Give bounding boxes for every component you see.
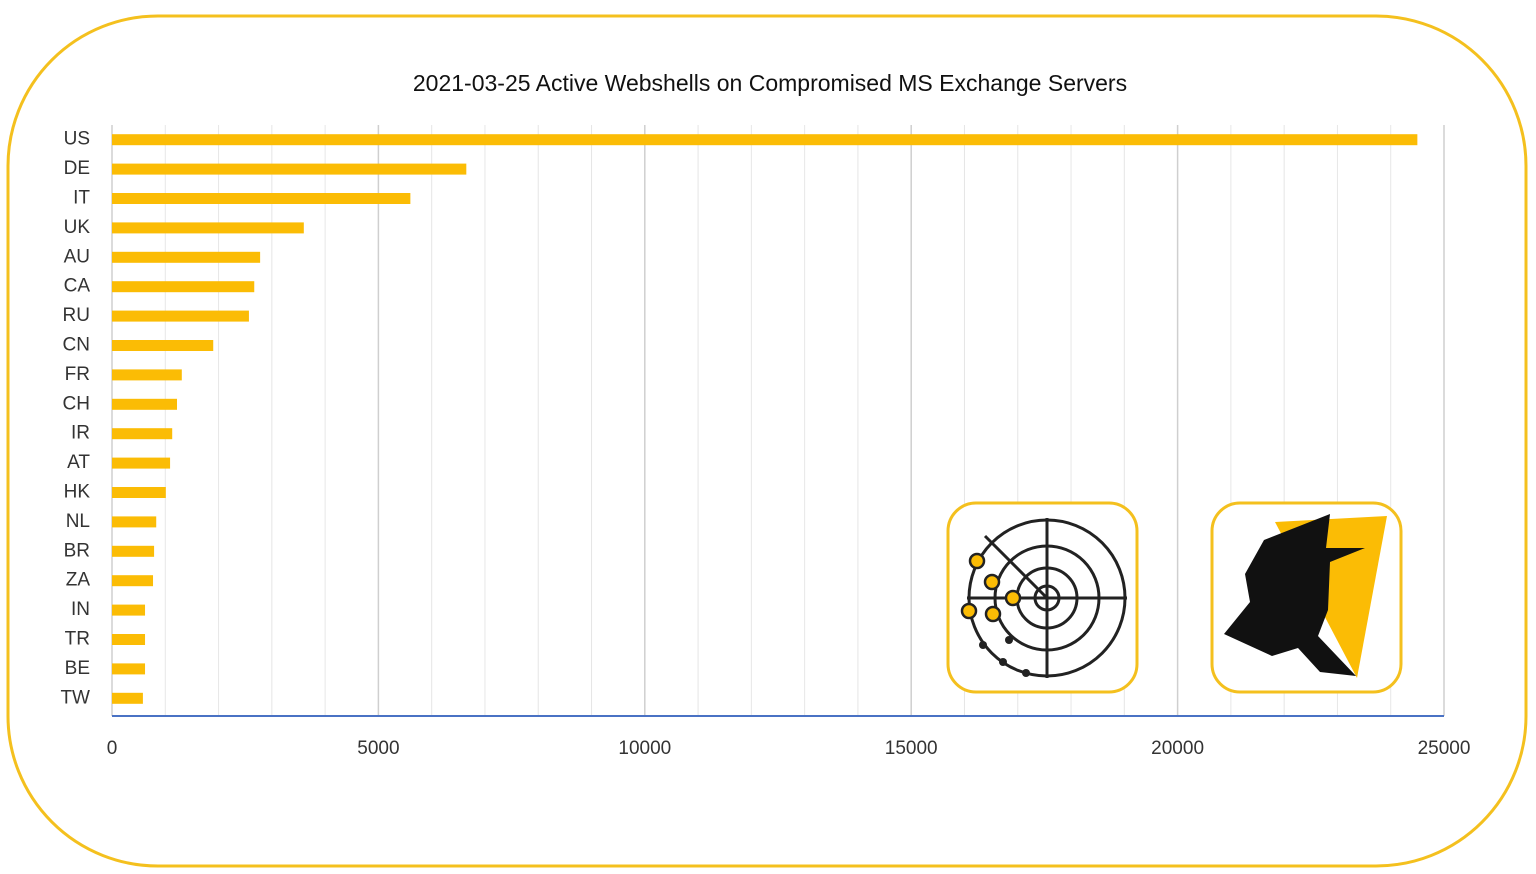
y-tick-label: DE [64,158,90,179]
y-tick-label: IR [71,423,90,444]
bar [112,193,411,204]
bar [112,487,166,498]
bar [112,163,467,175]
x-tick-label: 25000 [1418,738,1471,759]
bar [112,575,154,587]
chart-title: 2021-03-25 Active Webshells on Compromis… [413,70,1127,96]
y-tick-label: ZA [66,570,91,591]
bar [112,663,146,675]
x-tick-label: 10000 [618,738,671,759]
x-tick-label: 5000 [357,738,399,759]
bar [112,457,171,469]
y-tick-label: UK [64,217,91,238]
bar [112,398,178,410]
spy-icon [1210,501,1403,694]
y-tick-label: BR [64,540,90,561]
bar [112,545,155,557]
bar [112,134,1418,146]
y-tick-label: US [64,129,90,150]
x-tick-label: 15000 [885,738,938,759]
y-tick-label: CA [64,276,91,297]
y-tick-label: HK [64,482,91,503]
bar [112,222,304,234]
y-tick-label: TR [65,629,90,650]
x-tick-label: 20000 [1151,738,1204,759]
y-tick-label: AU [64,246,90,267]
bar [112,369,182,381]
bar [112,251,261,263]
y-tick-label: IN [71,599,90,620]
bar [112,310,249,322]
y-tick-label: FR [65,364,90,385]
y-tick-label: TW [60,687,90,708]
y-tick-label: AT [67,452,90,473]
frame [6,14,1528,868]
y-tick-label: NL [66,511,90,532]
bar [112,428,173,440]
bar [112,692,143,704]
radar-icon [946,501,1139,694]
plot-area: 0 5000 10000 15000 20000 25000 US DE IT UK AU CA RU C… [60,125,1470,759]
bar [112,340,214,351]
bar [112,281,255,293]
y-tick-label: CH [63,393,90,414]
bar [112,634,146,645]
y-tick-label: RU [63,305,90,326]
x-tick-label: 0 [107,738,118,759]
y-tick-label: CN [63,335,90,356]
y-tick-label: IT [73,188,90,209]
bar [112,516,157,528]
y-tick-label: BE [65,658,90,679]
bar [112,604,146,616]
